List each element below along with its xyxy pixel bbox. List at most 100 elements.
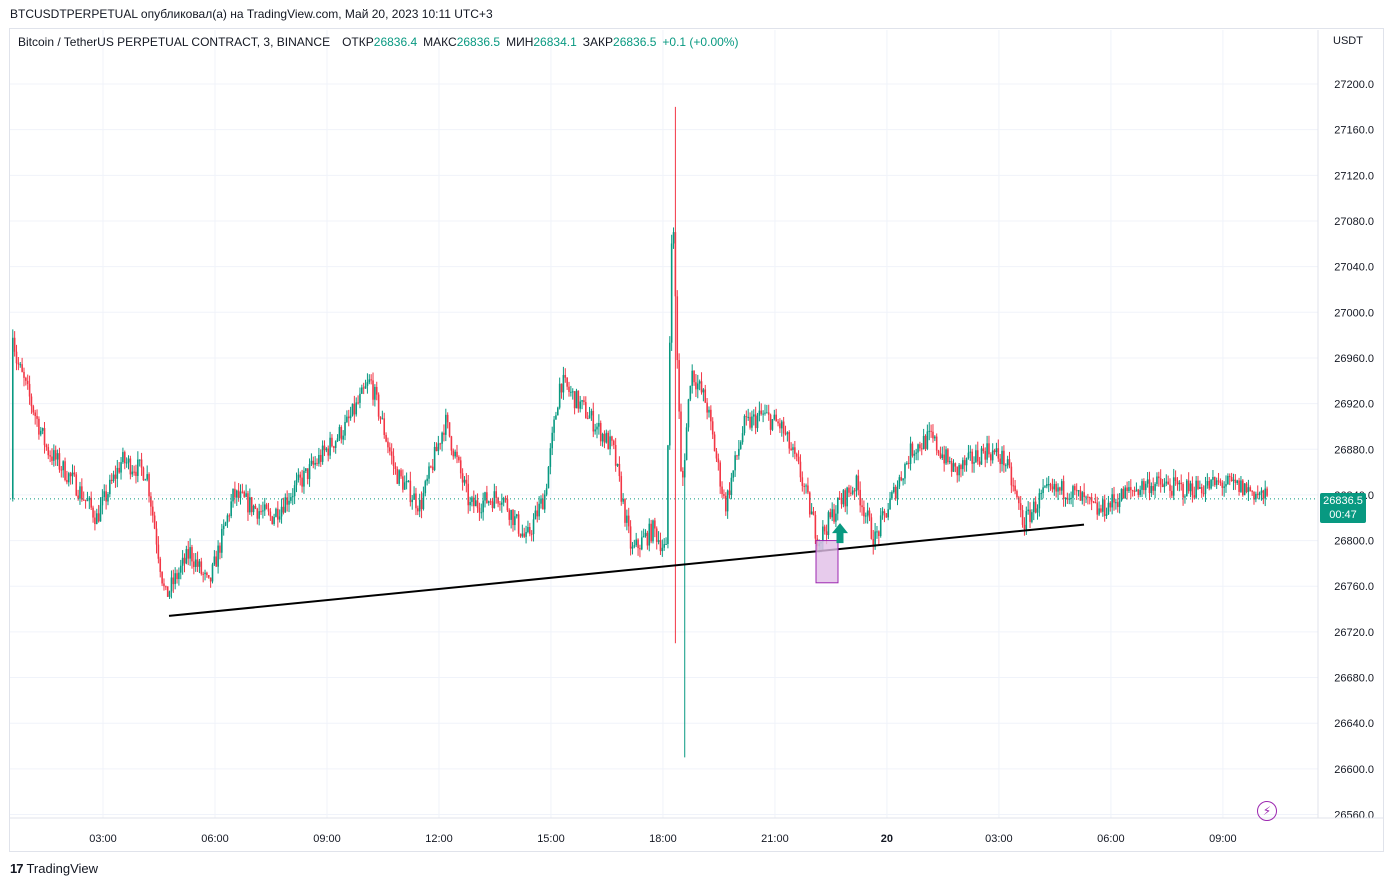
candle-body: [17, 363, 20, 365]
candle-body: [734, 455, 736, 471]
candle-body: [872, 538, 875, 547]
candle-body: [618, 463, 621, 477]
candle-body: [762, 413, 764, 415]
candle-body: [859, 489, 861, 506]
candle-body: [1204, 485, 1207, 494]
candle-body: [473, 497, 475, 507]
candle-body: [1085, 496, 1087, 498]
candle-body: [215, 556, 218, 567]
candle-body: [655, 528, 658, 542]
y-tick-label: 27040.0: [1334, 262, 1374, 274]
candle-body: [1064, 497, 1067, 499]
candle-body: [962, 460, 964, 470]
candle-body: [756, 415, 759, 429]
candle-body: [723, 494, 725, 496]
candle-body: [90, 497, 92, 508]
candle-body: [540, 498, 542, 504]
candle-body: [941, 454, 944, 458]
candle-body: [286, 497, 288, 505]
candle-body: [1014, 485, 1016, 492]
legend-symbol[interactable]: Bitcoin / TetherUS PERPETUAL CONTRACT, 3…: [18, 35, 331, 49]
candle-body: [105, 491, 107, 502]
candle-body: [691, 370, 693, 386]
candle-body: [247, 493, 249, 513]
candle-body: [1240, 480, 1242, 492]
candle-body: [123, 452, 126, 464]
candle-body: [351, 403, 354, 416]
candle-body: [1148, 479, 1151, 494]
candle-body: [340, 427, 343, 440]
candle-body: [879, 515, 882, 537]
y-tick-label: 26960.0: [1334, 353, 1374, 365]
candle-body: [810, 511, 813, 515]
candle-body: [932, 431, 934, 439]
candle-body: [607, 432, 609, 450]
candle-body: [543, 494, 546, 510]
candle-body: [142, 467, 145, 481]
candle-body: [782, 421, 785, 434]
candle-body: [514, 516, 516, 526]
candle-body: [118, 467, 120, 473]
candle-body: [501, 502, 503, 505]
candle-body: [219, 545, 221, 553]
candle-body: [353, 403, 356, 415]
candle-body: [592, 410, 595, 432]
candle-body: [506, 498, 509, 511]
candle-body: [988, 443, 990, 455]
candle-body: [54, 450, 57, 460]
candle-body: [26, 380, 29, 384]
candle-body: [140, 459, 143, 468]
candle-body: [114, 474, 117, 479]
candle-body: [448, 422, 451, 437]
candle-body: [1165, 481, 1168, 484]
candle-body: [1169, 484, 1171, 491]
candle-body: [159, 558, 162, 572]
candle-body: [49, 455, 51, 457]
candle-body: [200, 561, 203, 574]
candle-body: [502, 498, 505, 503]
candle-body: [1025, 511, 1028, 530]
candle-body: [779, 423, 781, 429]
candle-body: [265, 504, 268, 509]
lightning-icon[interactable]: ⚡: [1257, 801, 1277, 821]
y-tick-label: 26560.0: [1334, 810, 1374, 822]
candle-body: [249, 497, 251, 513]
candle-body: [644, 532, 647, 537]
candle-body: [870, 517, 873, 539]
candle-body: [458, 456, 460, 461]
footer-brand[interactable]: 17 TradingView: [10, 861, 98, 876]
candle-body: [693, 370, 695, 383]
candle-body: [127, 458, 130, 463]
candle-body: [263, 504, 266, 511]
y-tick-label: 26760.0: [1334, 581, 1374, 593]
currency-label[interactable]: USDT: [1333, 35, 1363, 47]
candle-body: [1137, 489, 1140, 495]
candle-body: [241, 491, 244, 493]
candle-body: [827, 512, 830, 536]
candle-body: [232, 488, 234, 502]
candle-body: [116, 467, 119, 479]
candle-body: [39, 430, 42, 435]
candle-body: [1214, 477, 1216, 486]
candle-body: [150, 496, 152, 507]
candle-body: [1176, 480, 1179, 485]
candle-body: [417, 508, 419, 512]
candle-body: [77, 495, 79, 499]
candle-body: [1197, 480, 1199, 489]
candle-body: [1100, 508, 1102, 512]
candle-body: [103, 491, 106, 498]
candle-body: [420, 499, 423, 510]
candle-body: [573, 391, 576, 409]
legend-close-value: 26836.5: [613, 35, 657, 49]
candle-body: [467, 483, 470, 506]
candle-body: [934, 436, 936, 439]
x-tick-label: 20: [881, 833, 893, 845]
candle-body: [262, 510, 264, 512]
candle-body: [221, 528, 223, 553]
candle-body: [850, 492, 852, 494]
candle-body: [881, 511, 884, 516]
candle-body: [1223, 486, 1225, 488]
candle-body: [891, 492, 893, 499]
x-tick-label: 06:00: [1097, 833, 1125, 845]
